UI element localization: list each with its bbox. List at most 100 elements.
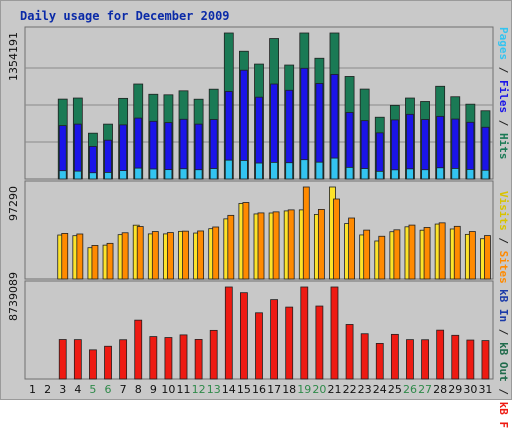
pages-bar-13: [209, 168, 218, 180]
kbf-bar-8: [134, 319, 143, 380]
top-panel-max-label: 1354191: [7, 32, 20, 81]
kbf-bar-25: [390, 333, 399, 380]
sites-bar-25: [393, 229, 401, 280]
kbf-bar-15: [240, 292, 248, 380]
sites-bar-8: [136, 226, 144, 280]
pages-bar-3: [58, 170, 67, 180]
sites-bar-3: [61, 233, 69, 280]
x-tick-label-25: 25: [387, 383, 402, 396]
kbf-bar-26: [406, 339, 414, 380]
kbf-bar-16: [255, 312, 263, 380]
kbf-bar-20: [315, 305, 324, 380]
kbf-bar-9: [149, 336, 158, 380]
x-tick-label-20: 20: [312, 383, 327, 396]
pages-bar-17: [270, 161, 278, 180]
x-tick-label-27: 27: [418, 383, 433, 396]
x-tick-label-22: 22: [342, 383, 357, 396]
kbf-bar-18: [285, 306, 294, 380]
kbf-bar-29: [451, 334, 460, 380]
kbf-bar-14: [224, 286, 233, 380]
sites-bar-28: [438, 222, 446, 280]
kbf-bar-6: [104, 345, 112, 380]
bottom-panel-legend: kB In / kB Out / kB F: [497, 289, 510, 428]
top-panel-legend: Pages / Files / Hits: [497, 27, 510, 160]
middle-panel-max-label: 97290: [7, 186, 20, 221]
pages-bar-16: [255, 162, 263, 180]
x-tick-label-18: 18: [282, 383, 297, 396]
x-tick-label-16: 16: [252, 383, 266, 396]
pages-bar-4: [73, 170, 82, 180]
charts-canvas: [24, 26, 494, 380]
sites-bar-26: [408, 224, 416, 280]
pages-bar-30: [466, 169, 475, 180]
pages-bar-14: [224, 159, 233, 180]
sites-bar-23: [363, 229, 371, 280]
x-tick-label-4: 4: [74, 383, 82, 396]
kbf-bar-5: [89, 349, 97, 380]
pages-bar-22: [345, 166, 354, 180]
x-tick-label-2: 2: [44, 383, 52, 396]
pages-bar-28: [436, 167, 445, 180]
legend-visits: Visits: [497, 191, 510, 231]
kbf-bar-22: [345, 324, 354, 380]
sites-bar-15: [242, 202, 250, 280]
legend-kb-out: kB Out: [497, 342, 510, 382]
x-tick-label-26: 26: [402, 383, 417, 396]
pages-bar-27: [421, 169, 429, 180]
bottom-panel-max-label: 8739089: [7, 272, 20, 321]
kbf-bar-19: [300, 286, 309, 380]
sites-bar-11: [182, 230, 189, 280]
x-tick-label-6: 6: [104, 383, 112, 396]
pages-bar-11: [179, 168, 188, 180]
x-tick-label-23: 23: [357, 383, 372, 396]
sites-bar-17: [272, 211, 280, 280]
sites-bar-5: [91, 245, 99, 280]
pages-bar-8: [134, 167, 143, 180]
sites-bar-10: [167, 232, 174, 280]
x-tick-label-12: 12: [191, 383, 206, 396]
sites-bar-22: [348, 217, 355, 280]
x-tick-label-29: 29: [448, 383, 463, 396]
pages-bar-25: [390, 169, 399, 180]
sites-bar-6: [106, 242, 114, 280]
pages-bar-31: [481, 169, 490, 180]
pages-bar-10: [164, 169, 173, 180]
legend-files: Files: [497, 80, 510, 114]
sites-bar-27: [423, 227, 431, 280]
legend-sites: Sites: [497, 250, 510, 284]
middle-panel-legend: Visits / Sites: [497, 191, 510, 284]
x-tick-label-21: 21: [327, 383, 342, 396]
pages-bar-19: [300, 159, 309, 180]
legend-kb-f: kB F: [497, 401, 510, 428]
pages-bar-5: [89, 172, 97, 180]
sites-bar-9: [151, 231, 159, 280]
sites-bar-24: [378, 235, 386, 280]
kbf-bar-12: [194, 339, 203, 380]
x-tick-label-8: 8: [134, 383, 142, 396]
pages-bar-29: [451, 168, 460, 180]
pages-bar-7: [119, 170, 128, 180]
x-axis-day-labels: 1 2 3 4 5 6 7 8 9 10 11 12 13 14 15 16 17 18 19 20 21 22 23 24 2…: [1, 383, 512, 397]
sites-bar-30: [468, 231, 476, 280]
x-tick-label-28: 28: [433, 383, 448, 396]
x-tick-label-5: 5: [89, 383, 97, 396]
kbf-bar-21: [330, 286, 339, 380]
pages-bar-24: [375, 170, 384, 180]
x-tick-label-9: 9: [149, 383, 157, 396]
x-tick-label-15: 15: [236, 383, 251, 396]
pages-bar-9: [149, 168, 158, 180]
kbf-bar-27: [421, 339, 429, 380]
pages-bar-26: [406, 168, 414, 180]
kbf-bar-24: [375, 343, 384, 380]
legend-kb-in: kB In: [497, 289, 510, 323]
sites-bar-14: [227, 214, 235, 280]
legend-pages: Pages: [497, 27, 510, 61]
x-tick-label-30: 30: [463, 383, 478, 396]
x-tick-label-3: 3: [59, 383, 67, 396]
pages-bar-21: [330, 157, 339, 180]
x-tick-label-14: 14: [221, 383, 236, 396]
kbf-bar-3: [58, 339, 67, 380]
kbf-bar-10: [164, 337, 173, 380]
x-tick-label-10: 10: [161, 383, 176, 396]
